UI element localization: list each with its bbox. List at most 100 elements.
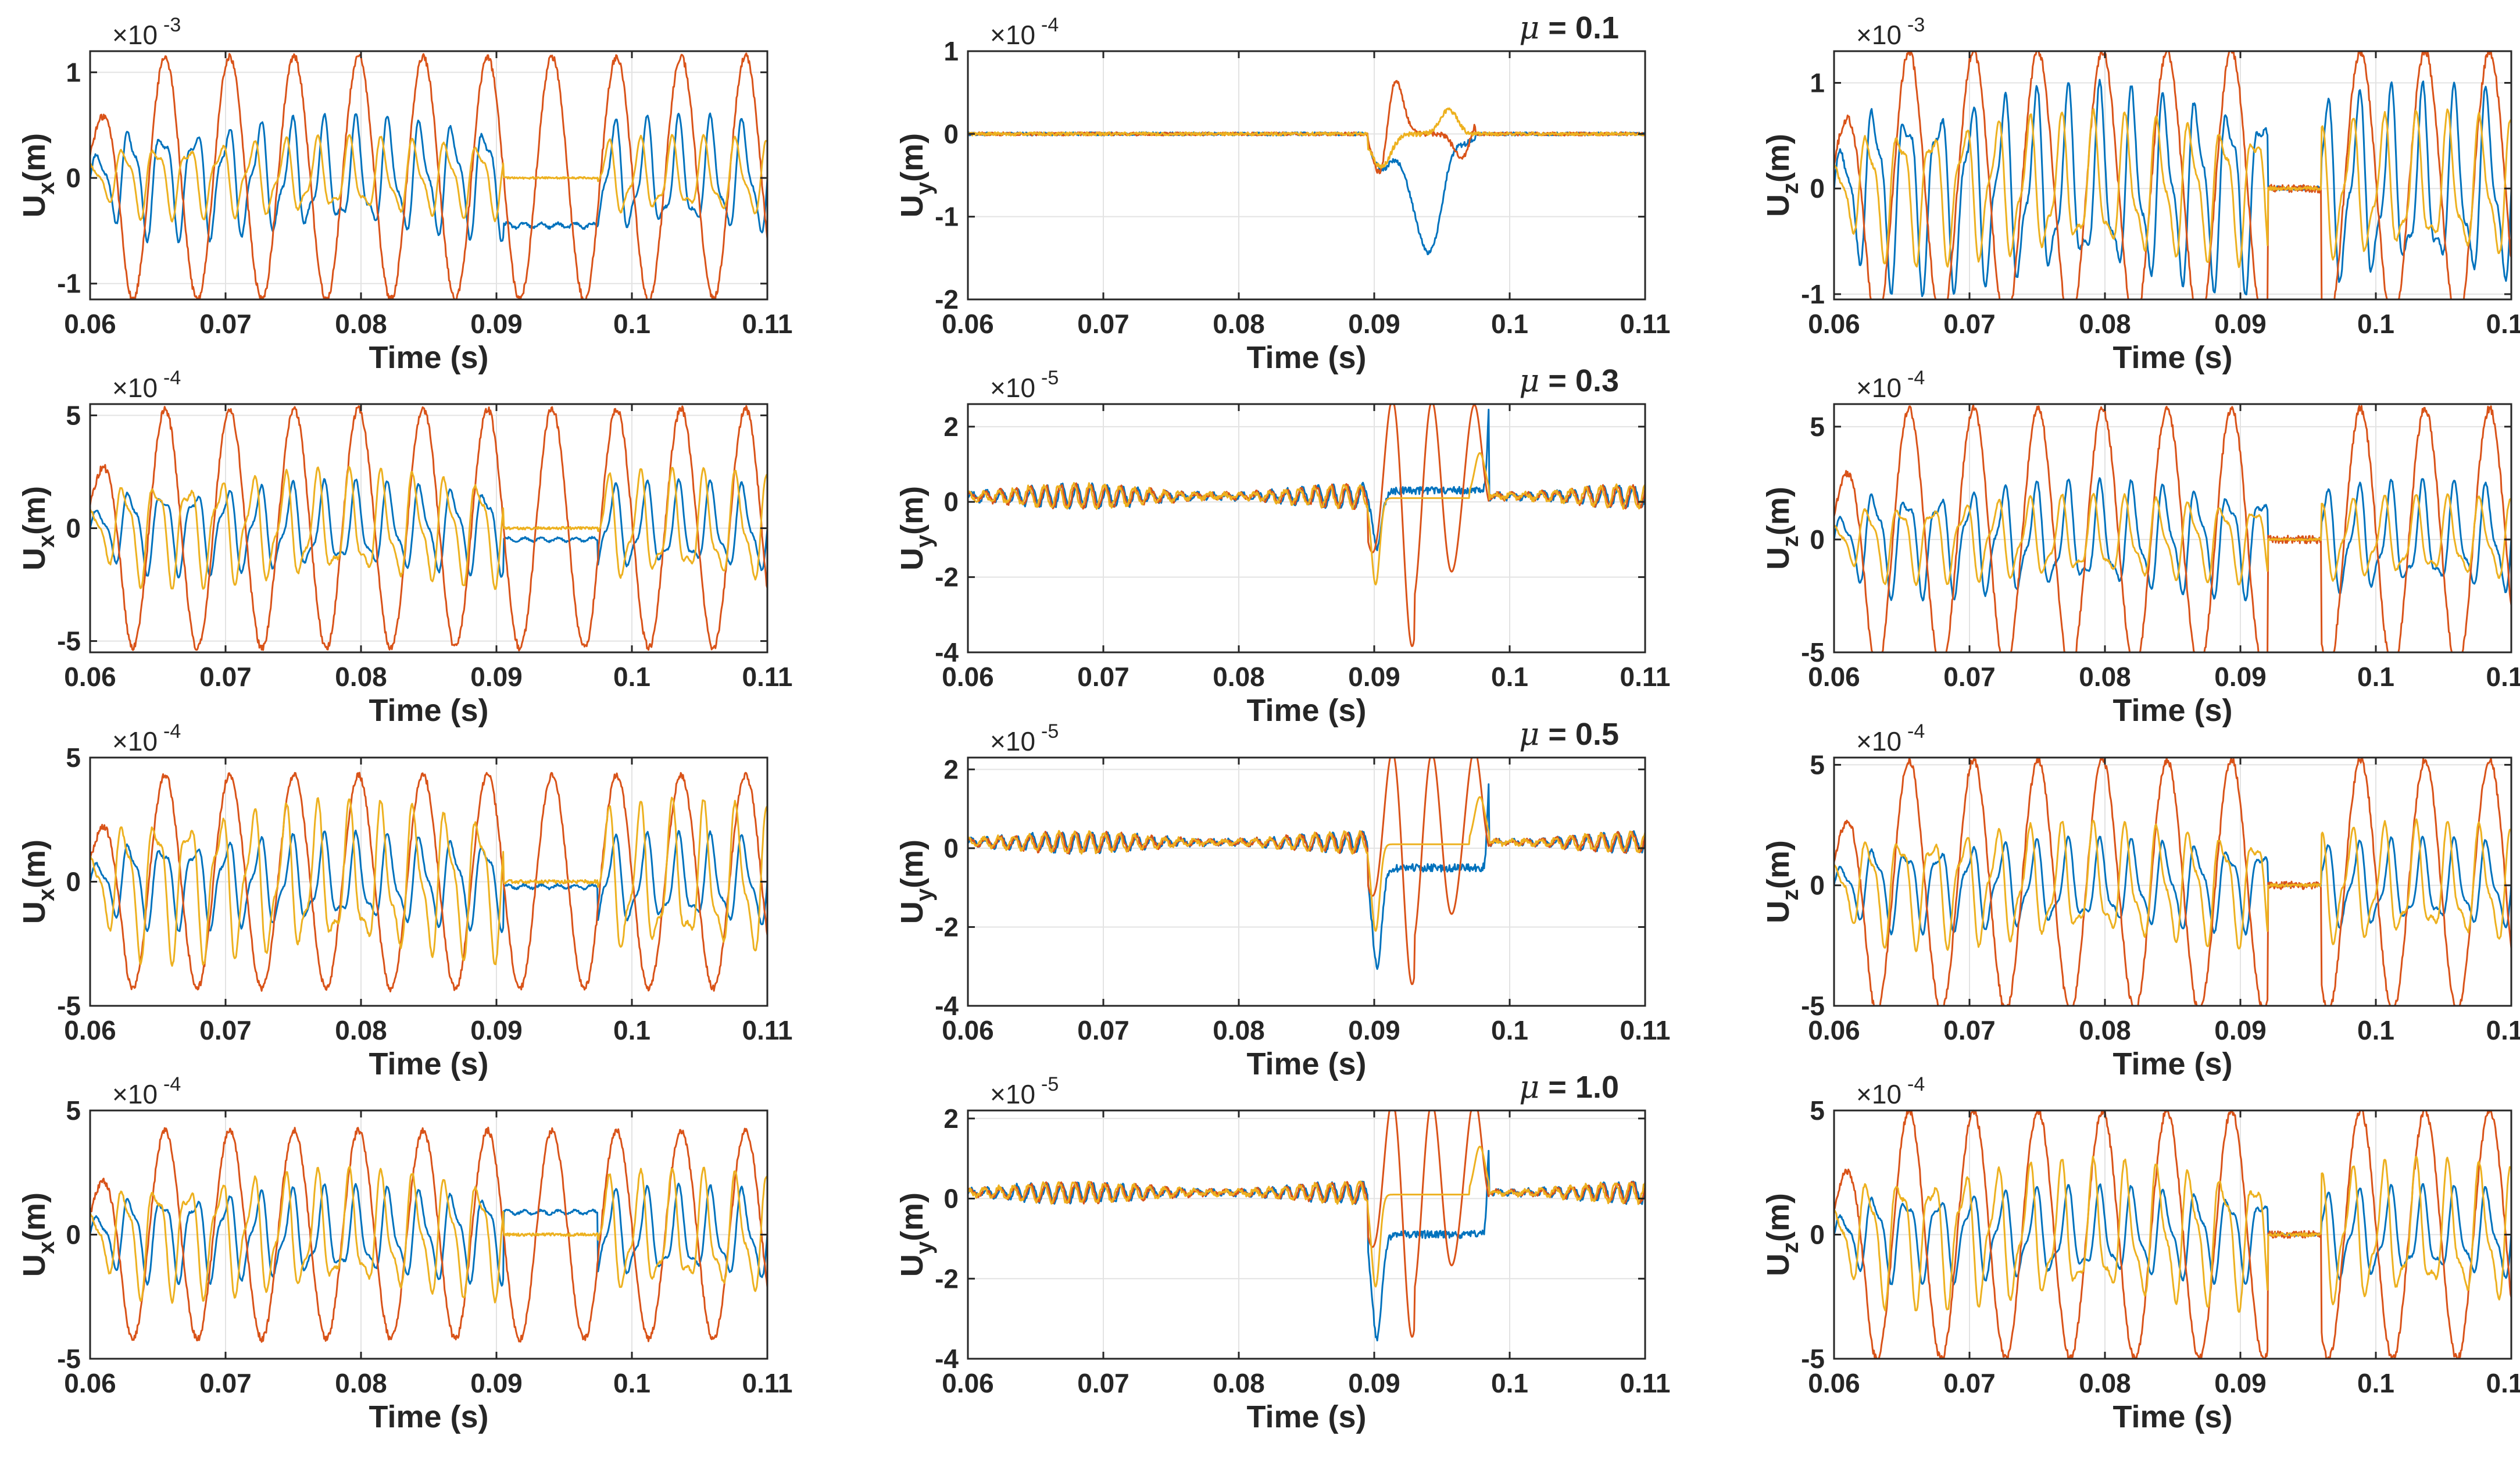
series-line-2: [967, 756, 1646, 985]
y-label-unit: (m): [895, 133, 930, 182]
y-label-subscript: x: [34, 888, 59, 901]
series-line-3: [967, 796, 1646, 932]
y-label-subscript: x: [34, 182, 59, 195]
subplot-title: μ = 0.5: [1519, 716, 1619, 752]
x-tick-label: 0.1: [1491, 309, 1528, 339]
exponent-base: ×10: [1856, 373, 1901, 403]
mu-symbol: μ: [1519, 362, 1539, 399]
axis-exponent: ×10 -5: [990, 367, 1059, 403]
x-tick-label: 0.07: [1943, 309, 1996, 339]
y-label-symbol: U: [1761, 194, 1796, 217]
axes-box: [1833, 756, 2512, 1007]
subplot-r3-c0: 0.06 0.07 0.08 0.09 0.1 0.11 -5 0 5 ×10 -4 Time (s)…: [17, 1073, 793, 1434]
x-tick-label: 0.1: [1491, 662, 1528, 692]
x-tick-label: 0.08: [1213, 1368, 1265, 1398]
exponent-power: -4: [1907, 1073, 1925, 1095]
subplot-r0-c2: 0.06 0.07 0.08 0.09 0.1 0.11 -1 0 1 ×10 -3 Time (s)…: [1761, 14, 2520, 375]
mu-symbol: μ: [1519, 9, 1539, 46]
series-line-1: [89, 829, 768, 933]
y-axis-label: Uy(m): [895, 840, 937, 924]
y-tick-label: -1: [935, 202, 959, 232]
mu-value: = 0.5: [1539, 717, 1619, 752]
exponent-base: ×10: [1856, 726, 1901, 756]
y-axis-label: Ux(m): [17, 486, 59, 570]
y-label-subscript: z: [1778, 889, 1803, 901]
y-tick-label: -2: [935, 1263, 959, 1294]
exponent-power: -3: [1907, 14, 1925, 36]
x-tick-label: 0.09: [1348, 1368, 1400, 1398]
x-tick-label: 0.07: [1943, 1368, 1996, 1398]
y-tick-label: 5: [66, 1095, 81, 1126]
y-tick-label: 5: [66, 400, 81, 430]
y-tick-label: 0: [943, 833, 959, 863]
subplot-r1-c1: 0.06 0.07 0.08 0.09 0.1 0.11 -4 -2 0 2 ×10 -5 Time (…: [895, 362, 1671, 728]
subplot-r3-c2: 0.06 0.07 0.08 0.09 0.1 0.11 -5 0 5 ×10 -4 Time (s)…: [1761, 1073, 2520, 1434]
axes-box: [967, 50, 1646, 301]
x-tick-label: 0.11: [2486, 309, 2520, 339]
x-axis-label: Time (s): [369, 693, 488, 728]
exponent-base: ×10: [990, 373, 1035, 403]
y-tick-label: 5: [1810, 749, 1825, 780]
series-line-3: [1833, 492, 2512, 586]
y-label-unit: (m): [1761, 134, 1796, 183]
y-label-unit: (m): [1761, 487, 1796, 535]
exponent-power: -5: [1041, 367, 1059, 389]
y-label-symbol: U: [17, 1254, 52, 1277]
exponent-base: ×10: [112, 1079, 158, 1109]
x-tick-label: 0.07: [1077, 1368, 1129, 1398]
y-label-subscript: y: [912, 534, 937, 548]
axes-box: [89, 50, 768, 301]
x-tick-label: 0.09: [2214, 309, 2267, 339]
subplot-r1-c0: 0.06 0.07 0.08 0.09 0.1 0.11 -5 0 5 ×10 -4 Time (s)…: [17, 367, 793, 728]
x-tick-label: 0.08: [2079, 662, 2131, 692]
y-label-subscript: y: [912, 181, 937, 195]
y-axis-label: Uz(m): [1761, 1193, 1803, 1276]
y-axis-label: Uz(m): [1761, 134, 1803, 217]
y-tick-label: -2: [935, 284, 959, 315]
x-tick-label: 0.06: [64, 309, 116, 339]
exponent-base: ×10: [112, 726, 158, 756]
x-tick-label: 0.1: [613, 662, 650, 692]
x-axis-label: Time (s): [2112, 1399, 2232, 1434]
series-line-2: [89, 52, 768, 301]
exponent-power: -4: [163, 1073, 181, 1095]
x-tick-label: 0.1: [2357, 1368, 2394, 1398]
exponent-base: ×10: [112, 373, 158, 403]
x-axis-label: Time (s): [1246, 1047, 1366, 1081]
x-tick-label: 0.11: [2486, 662, 2520, 692]
x-tick-label: 0.09: [470, 309, 523, 339]
y-label-subscript: x: [34, 1241, 59, 1254]
y-tick-label: 2: [943, 754, 959, 784]
x-tick-label: 0.08: [335, 1015, 387, 1045]
exponent-base: ×10: [990, 726, 1035, 756]
x-tick-label: 0.07: [199, 1368, 252, 1398]
x-tick-label: 0.11: [742, 1015, 793, 1045]
y-tick-label: 0: [1810, 870, 1825, 901]
mu-value: = 0.3: [1539, 363, 1619, 398]
exponent-power: -5: [1041, 1073, 1059, 1095]
x-tick-label: 0.09: [1348, 309, 1400, 339]
y-tick-label: -5: [57, 1344, 81, 1374]
axis-exponent: ×10 -5: [990, 1073, 1059, 1109]
exponent-power: -4: [1907, 720, 1925, 742]
series-line-3: [1833, 818, 2512, 952]
series-line-3: [967, 1145, 1646, 1288]
x-tick-label: 0.06: [942, 662, 994, 692]
y-axis-label: Uy(m): [895, 1192, 937, 1277]
y-tick-label: 2: [943, 1104, 959, 1134]
x-tick-label: 0.11: [2486, 1015, 2520, 1045]
series-line-3: [967, 452, 1646, 585]
mu-value: = 0.1: [1539, 10, 1619, 45]
x-tick-label: 0.06: [942, 1368, 994, 1398]
y-label-unit: (m): [1761, 840, 1796, 889]
exponent-power: -4: [163, 367, 181, 389]
x-tick-label: 0.07: [1077, 662, 1129, 692]
exponent-power: -4: [1041, 14, 1059, 36]
exponent-base: ×10: [112, 20, 158, 50]
series-line-3: [1833, 1155, 2512, 1313]
x-tick-label: 0.09: [470, 1015, 523, 1045]
subplot-r2-c0: 0.06 0.07 0.08 0.09 0.1 0.11 -5 0 5 ×10 -4 Time (s)…: [17, 720, 793, 1081]
x-axis-label: Time (s): [369, 1047, 488, 1081]
y-label-unit: (m): [895, 840, 930, 888]
x-tick-label: 0.07: [1077, 309, 1129, 339]
